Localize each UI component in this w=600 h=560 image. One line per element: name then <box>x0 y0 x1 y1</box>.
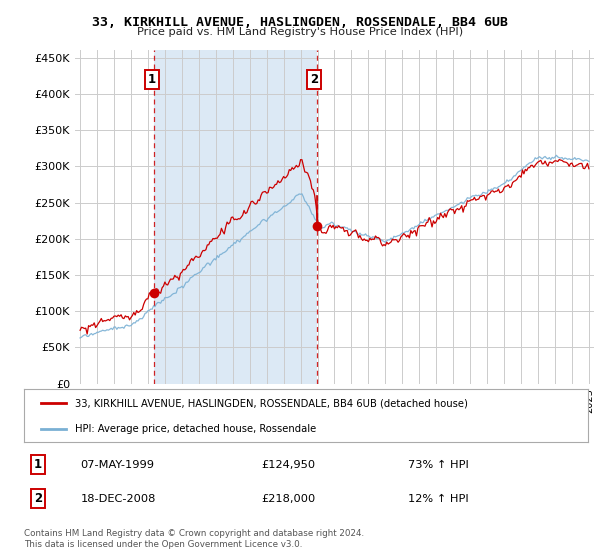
Text: 73% ↑ HPI: 73% ↑ HPI <box>407 460 469 470</box>
Text: 07-MAY-1999: 07-MAY-1999 <box>80 460 154 470</box>
Text: 2: 2 <box>34 492 42 505</box>
Text: £218,000: £218,000 <box>261 494 315 503</box>
Text: 12% ↑ HPI: 12% ↑ HPI <box>407 494 468 503</box>
Text: 33, KIRKHILL AVENUE, HASLINGDEN, ROSSENDALE, BB4 6UB: 33, KIRKHILL AVENUE, HASLINGDEN, ROSSEND… <box>92 16 508 29</box>
Text: 2: 2 <box>310 73 319 86</box>
Text: 18-DEC-2008: 18-DEC-2008 <box>80 494 156 503</box>
Text: HPI: Average price, detached house, Rossendale: HPI: Average price, detached house, Ross… <box>75 423 316 433</box>
Text: Contains HM Land Registry data © Crown copyright and database right 2024.
This d: Contains HM Land Registry data © Crown c… <box>24 529 364 549</box>
Text: 33, KIRKHILL AVENUE, HASLINGDEN, ROSSENDALE, BB4 6UB (detached house): 33, KIRKHILL AVENUE, HASLINGDEN, ROSSEND… <box>75 398 467 408</box>
Text: 1: 1 <box>148 73 156 86</box>
Text: £124,950: £124,950 <box>261 460 315 470</box>
Bar <box>154 50 317 384</box>
Text: Price paid vs. HM Land Registry's House Price Index (HPI): Price paid vs. HM Land Registry's House … <box>137 27 463 37</box>
Text: 1: 1 <box>34 458 42 471</box>
